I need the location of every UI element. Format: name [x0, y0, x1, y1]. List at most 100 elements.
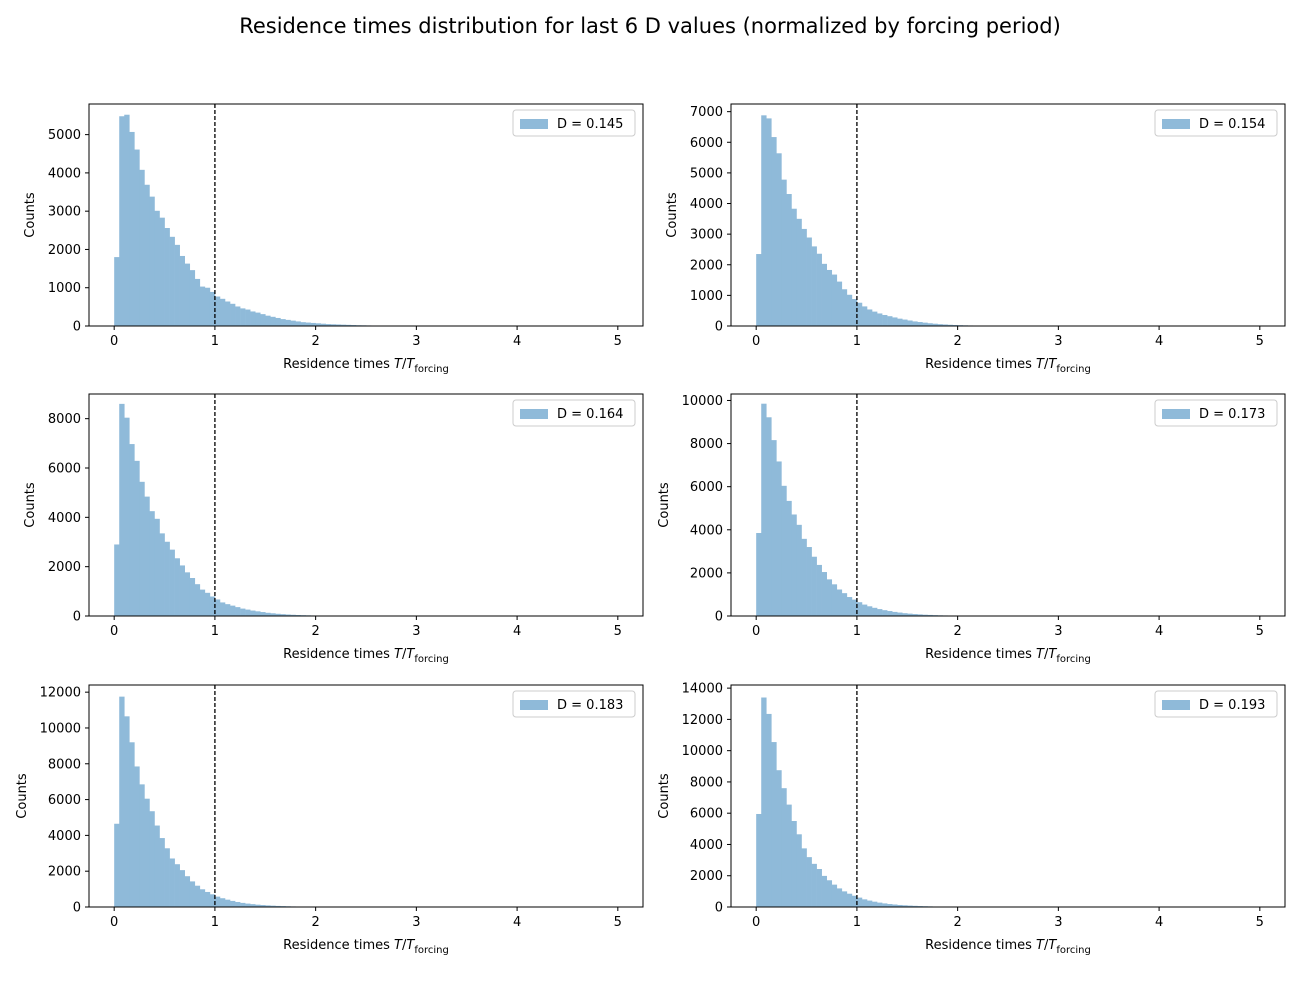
histogram-bar — [265, 612, 271, 616]
figure-title: Residence times distribution for last 6 … — [239, 14, 1061, 38]
y-axis-label: Counts — [657, 773, 672, 819]
histogram-bar — [902, 319, 908, 326]
legend-swatch — [1162, 409, 1190, 419]
x-tick-label: 5 — [1256, 334, 1264, 349]
histogram-bar — [154, 210, 160, 326]
histogram-bar — [887, 611, 893, 616]
histogram-bar — [907, 613, 913, 616]
y-tick-label: 14000 — [682, 682, 723, 697]
histogram-bar — [816, 564, 822, 616]
histogram-bar — [149, 196, 155, 326]
histogram-bar — [801, 228, 807, 326]
y-tick-label: 0 — [715, 901, 723, 916]
histogram-bar — [882, 903, 888, 907]
x-axis-label: Residence times T/Tforcing — [283, 938, 449, 956]
histogram-bars — [114, 403, 362, 616]
histogram-bar — [912, 321, 918, 326]
histogram-bar — [114, 823, 120, 907]
y-tick-label: 0 — [73, 610, 81, 625]
histogram-bar — [139, 481, 145, 616]
y-tick-label: 0 — [73, 320, 81, 335]
x-tick-label: 1 — [211, 334, 219, 349]
histogram-bar — [285, 319, 291, 326]
x-tick-label: 0 — [752, 334, 760, 349]
histogram-bar — [821, 263, 827, 326]
histogram-bar — [330, 324, 337, 326]
subplot-2: 0 1 2 3 4 5 0 1000 2000 3000 4000 5000 6000 7000 Resid… — [665, 103, 1286, 375]
histogram-bar — [826, 880, 833, 907]
legend-box — [512, 399, 636, 427]
histogram-bar — [184, 263, 191, 326]
x-tick-label: 1 — [853, 624, 861, 639]
histogram-bar — [119, 696, 125, 907]
x-tick-label: 4 — [1155, 334, 1163, 349]
y-tick-label: 3000 — [690, 228, 723, 243]
legend-label: D = 0.173 — [1199, 407, 1265, 422]
histogram-bars — [756, 403, 999, 616]
x-axis-label: Residence times T/Tforcing — [283, 647, 449, 665]
histogram-bar — [194, 885, 201, 907]
x-tick-label: 3 — [1054, 334, 1062, 349]
histogram-bar — [199, 589, 206, 616]
histogram-bar — [836, 281, 843, 326]
histogram-bar — [275, 317, 281, 326]
histogram-bar — [811, 556, 817, 616]
x-tick-label: 1 — [853, 915, 861, 930]
histogram-bar — [887, 904, 893, 907]
histogram-bar — [922, 614, 928, 616]
histogram-bar — [214, 599, 221, 616]
x-tick-label: 2 — [311, 915, 319, 930]
histogram-bars — [114, 114, 417, 326]
y-axis-label: Counts — [15, 773, 30, 819]
histogram-bar — [189, 578, 196, 616]
histogram-bar — [295, 321, 301, 326]
subplot-6: 0 1 2 3 4 5 0 2000 4000 6000 8000 10000 12000 14000 Re… — [657, 682, 1286, 956]
histogram-bar — [315, 323, 321, 326]
x-tick-label: 5 — [614, 915, 622, 930]
histogram-bar — [240, 902, 246, 907]
histogram-bar — [882, 314, 888, 326]
histogram-bar — [224, 899, 231, 907]
histogram-bar — [260, 314, 266, 326]
histogram-bar — [791, 821, 797, 907]
x-tick-label: 3 — [1054, 624, 1062, 639]
subplot-5: 0 1 2 3 4 5 0 2000 4000 6000 8000 10000 12000 Residen… — [15, 684, 644, 956]
histogram-bar — [174, 864, 180, 907]
histogram-bar — [831, 584, 838, 616]
histogram-bar — [345, 324, 352, 326]
y-tick-label: 4000 — [690, 838, 723, 853]
subplot-4: 0 1 2 3 4 5 0 2000 4000 6000 8000 10000 Residence ti… — [657, 393, 1286, 665]
histogram-bar — [124, 716, 130, 907]
y-tick-label: 3000 — [48, 205, 81, 220]
histogram-bar — [189, 270, 196, 326]
histogram-bar — [184, 876, 191, 907]
x-tick-label: 1 — [211, 915, 219, 930]
y-tick-label: 0 — [715, 320, 723, 335]
histogram-bar — [255, 312, 261, 326]
histogram-bar — [937, 324, 943, 326]
histogram-bar — [144, 184, 150, 326]
histogram-bar — [766, 713, 772, 907]
x-tick-label: 5 — [1256, 624, 1264, 639]
x-tick-label: 0 — [110, 334, 118, 349]
histogram-bar — [174, 558, 180, 616]
histogram-bar — [861, 604, 868, 616]
legend-box — [512, 109, 636, 137]
histogram-bar — [310, 322, 316, 326]
histogram-bar — [169, 236, 175, 326]
histogram-bar — [194, 278, 201, 326]
histogram-bar — [826, 579, 833, 616]
histogram-bar — [866, 309, 873, 326]
x-tick-label: 0 — [110, 915, 118, 930]
y-tick-label: 4000 — [48, 511, 81, 526]
histogram-bar — [199, 889, 206, 907]
histogram-bar — [114, 257, 120, 326]
histogram-bar — [776, 153, 782, 326]
histogram-bar — [260, 905, 266, 907]
histogram-bar — [270, 316, 276, 326]
histogram-bar — [154, 825, 160, 907]
histogram-bar — [154, 518, 160, 616]
y-axis-label: Counts — [665, 192, 680, 238]
x-axis-label: Residence times T/Tforcing — [925, 938, 1091, 956]
y-tick-label: 10000 — [40, 721, 81, 736]
